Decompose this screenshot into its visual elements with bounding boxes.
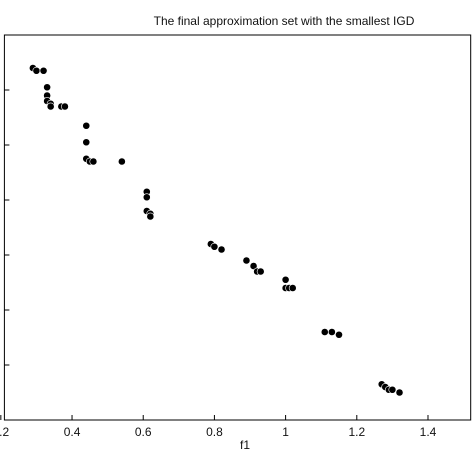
point bbox=[210, 242, 219, 251]
point bbox=[146, 212, 155, 221]
point bbox=[388, 385, 397, 394]
point bbox=[89, 157, 98, 166]
x-tick-label: 0.2 bbox=[0, 425, 10, 439]
x-tick-label: 0.6 bbox=[135, 425, 152, 439]
point bbox=[82, 121, 91, 130]
x-tick-label: 1 bbox=[282, 425, 289, 439]
point bbox=[327, 328, 336, 336]
x-axis-label: f1 bbox=[240, 438, 250, 452]
point bbox=[320, 328, 329, 336]
x-tick-label: 1.4 bbox=[420, 425, 437, 439]
chart-title: The final approximation set with the sma… bbox=[154, 14, 415, 28]
point bbox=[82, 138, 91, 147]
point bbox=[395, 388, 404, 397]
x-tick-label: 0.4 bbox=[64, 425, 81, 439]
point bbox=[242, 256, 251, 265]
point bbox=[288, 284, 297, 292]
x-tick-label: 0.8 bbox=[206, 425, 223, 439]
point bbox=[217, 245, 226, 254]
point bbox=[142, 193, 151, 202]
point bbox=[43, 83, 52, 92]
point bbox=[249, 262, 258, 270]
point bbox=[46, 102, 55, 111]
point bbox=[61, 102, 69, 111]
point bbox=[281, 275, 290, 284]
point bbox=[39, 66, 48, 75]
x-tick-label: 1.2 bbox=[348, 425, 365, 439]
point bbox=[335, 330, 343, 339]
point bbox=[117, 157, 126, 166]
plot-frame bbox=[3, 34, 472, 421]
point bbox=[256, 267, 265, 276]
point bbox=[32, 66, 41, 75]
